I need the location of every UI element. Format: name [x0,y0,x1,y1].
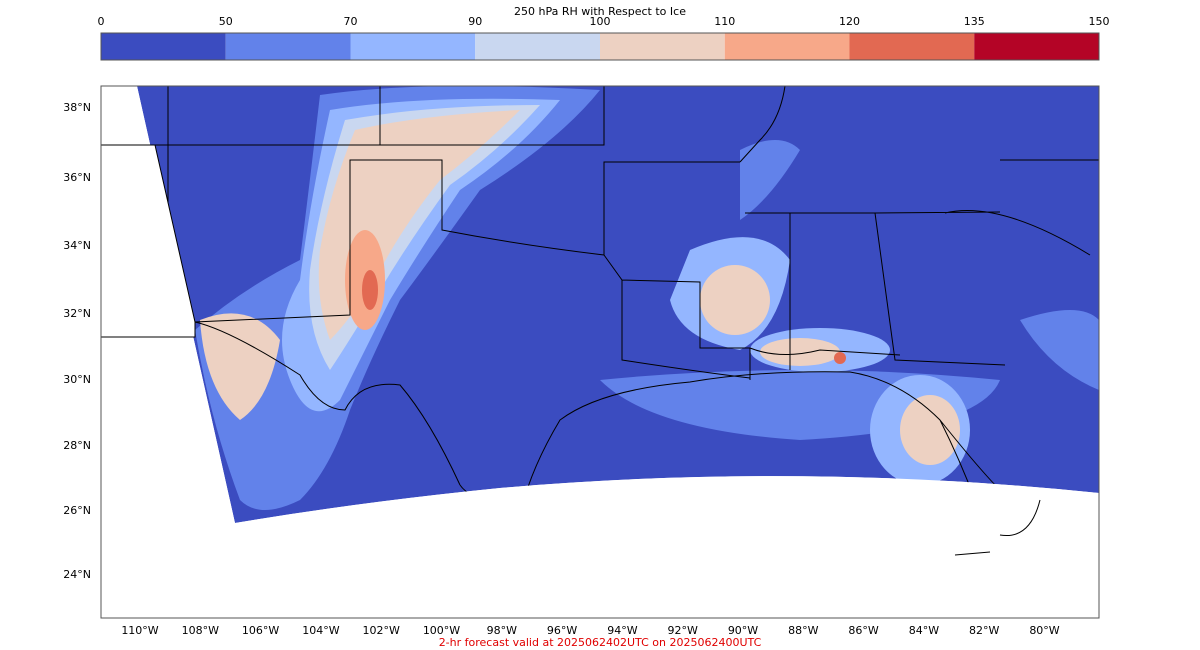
lon-label: 80°W [1029,624,1059,637]
lon-label: 96°W [547,624,577,637]
colorbar-segment [849,33,975,60]
colorbar-tick-label: 70 [344,15,358,28]
colorbar-tick-label: 120 [839,15,860,28]
colorbar-tick-label: 150 [1089,15,1110,28]
map [100,85,1100,619]
colorbar-tick-label: 110 [714,15,735,28]
lon-label: 84°W [909,624,939,637]
colorbar-tick-label: 50 [219,15,233,28]
lat-labels: 38°N 36°N 34°N 32°N 30°N 28°N 26°N 24°N [63,101,91,581]
lon-label: 102°W [363,624,400,637]
lon-label: 98°W [487,624,517,637]
lon-label: 108°W [182,624,219,637]
colorbar-title: 250 hPa RH with Respect to Ice [514,5,686,18]
lon-label: 94°W [607,624,637,637]
lat-label: 32°N [63,307,91,320]
lat-label: 38°N [63,101,91,114]
lon-label: 110°W [121,624,158,637]
lon-labels: 110°W 108°W 106°W 104°W 102°W 100°W 98°W 96°W 94… [121,624,1059,637]
colorbar-tick-label: 135 [964,15,985,28]
colorbar-segment [475,33,600,60]
colorbar-segment [350,33,476,60]
colorbar-segment [225,33,351,60]
lon-label: 82°W [969,624,999,637]
colorbar-segment [724,33,850,60]
colorbar-segment [600,33,725,60]
lon-label: 100°W [423,624,460,637]
map-frame [100,85,1100,619]
lat-label: 30°N [63,373,91,386]
colorbar: 0 50 70 90 100 110 120 135 150 [98,15,1110,60]
lat-label: 26°N [63,504,91,517]
outside-domain [101,86,1099,618]
outside-domain-left [101,144,196,338]
colorbar-tick-label: 100 [590,15,611,28]
lat-label: 24°N [63,568,91,581]
colorbar-tick-label: 90 [468,15,482,28]
lon-label: 90°W [728,624,758,637]
colorbar-segment [974,33,1099,60]
colorbar-segment [101,33,226,60]
keys [954,499,1041,556]
colorbar-tick-label: 0 [98,15,105,28]
lat-label: 28°N [63,439,91,452]
lat-label: 34°N [63,239,91,252]
lon-label: 92°W [668,624,698,637]
colorbar-frame [100,32,1100,61]
lon-label: 106°W [242,624,279,637]
lon-label: 86°W [848,624,878,637]
footer: 2-hr forecast valid at 2025062402UTC on … [439,636,762,649]
lon-label: 88°W [788,624,818,637]
lon-label: 104°W [302,624,339,637]
lat-label: 36°N [63,171,91,184]
